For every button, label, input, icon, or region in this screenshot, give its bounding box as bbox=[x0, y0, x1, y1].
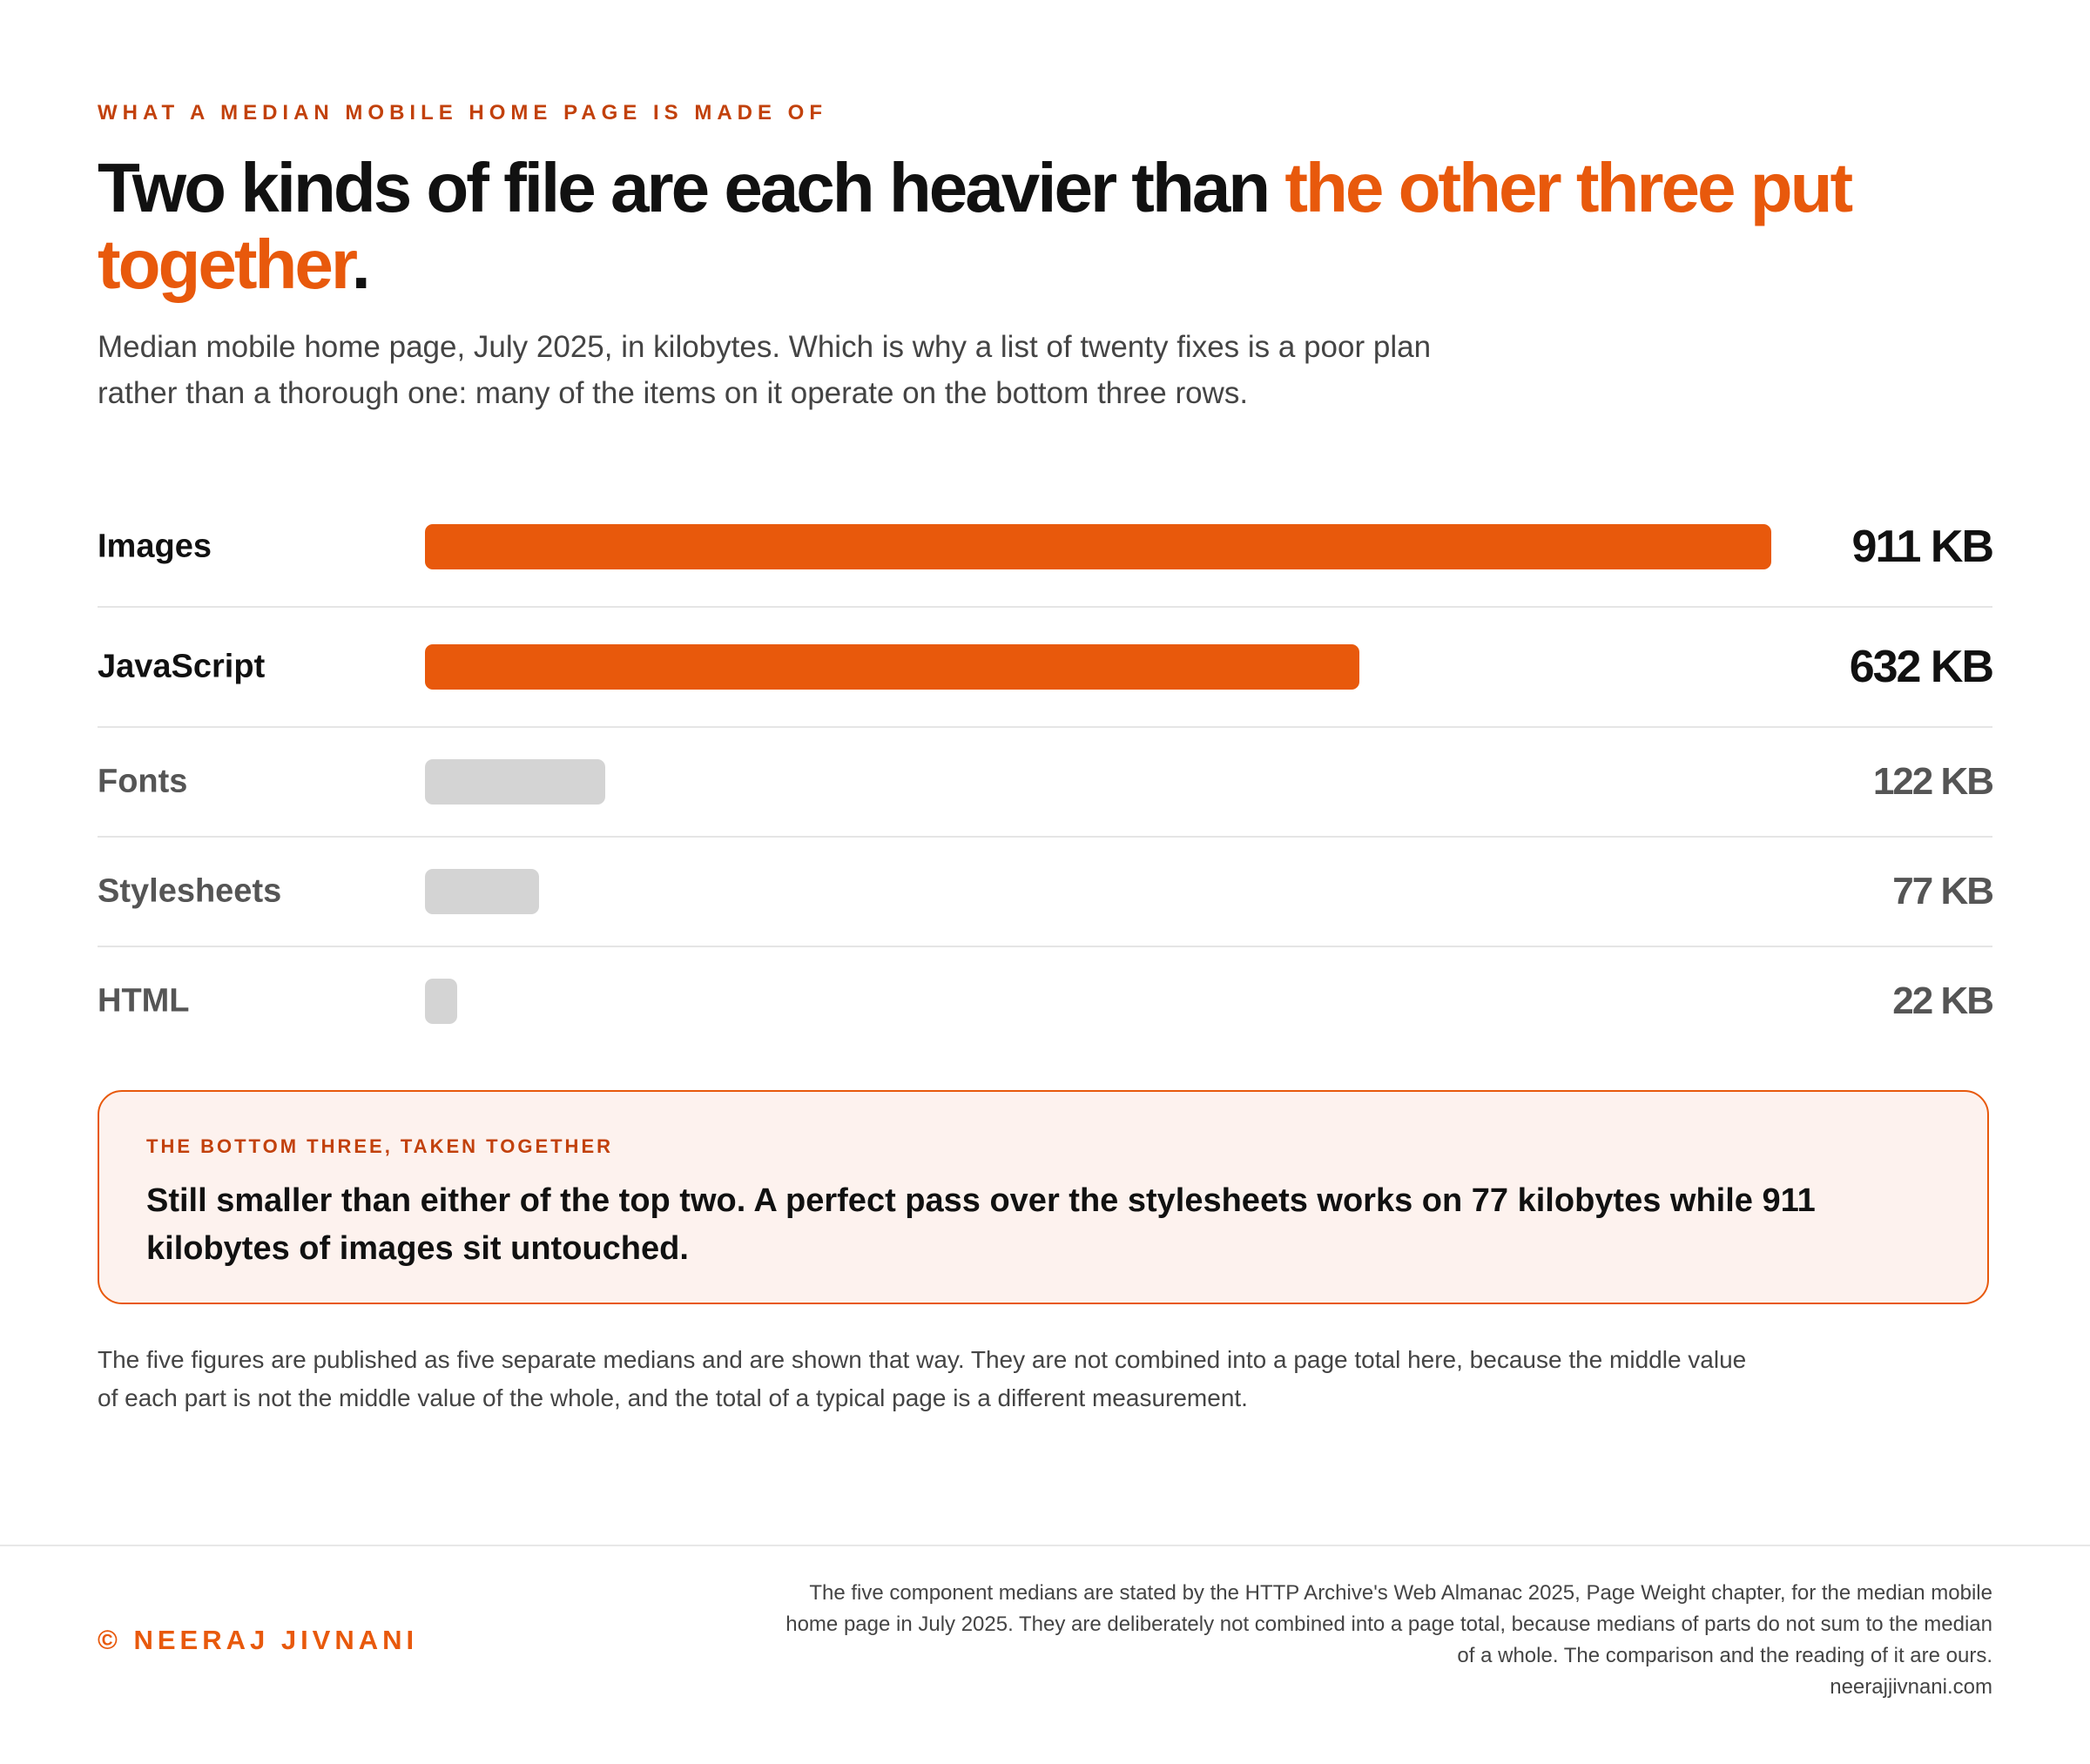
bar-html bbox=[425, 979, 458, 1024]
bar-label: Fonts bbox=[98, 763, 188, 800]
chart-row-fonts: Fonts 122 KB bbox=[98, 728, 1994, 838]
chart-row-stylesheets: Stylesheets 77 KB bbox=[98, 838, 1994, 947]
methodology-note: The five figures are published as five s… bbox=[98, 1346, 1747, 1411]
headline-accent: the other three put together bbox=[98, 149, 1853, 303]
bar-label: JavaScript bbox=[98, 648, 266, 685]
bar-fonts bbox=[425, 759, 606, 805]
credit: © NEERAJ JIVNANI bbox=[98, 1625, 419, 1655]
bar-javascript bbox=[425, 644, 1359, 690]
bar-value-label: 911 KB bbox=[1851, 522, 1994, 572]
subhead: Median mobile home page, July 2025, in k… bbox=[98, 330, 1432, 410]
callout-kicker: THE BOTTOM THREE, TAKEN TOGETHER bbox=[146, 1135, 614, 1157]
chart-row-images: Images 911 KB bbox=[98, 488, 1994, 608]
bar-value-label: 632 KB bbox=[1849, 642, 1994, 692]
bar-chart: Images 911 KB JavaScript 632 KB Fonts 122 KB S… bbox=[98, 488, 1994, 1055]
bar-value-label: 122 KB bbox=[1872, 760, 1994, 803]
bar-label: Images bbox=[98, 528, 212, 565]
callout-text: Still smaller than either of the top two… bbox=[146, 1182, 1816, 1267]
chart-row-javascript: JavaScript 632 KB bbox=[98, 608, 1994, 728]
bar-images bbox=[425, 524, 1771, 569]
source-note: The five component medians are stated by… bbox=[773, 1578, 1992, 1703]
headline-end: . bbox=[351, 226, 371, 303]
source-text: The five component medians are stated by… bbox=[785, 1581, 1992, 1667]
footer-divider bbox=[0, 1545, 2090, 1546]
headline: Two kinds of file are each heavier than … bbox=[98, 150, 1926, 303]
bar-label: HTML bbox=[98, 982, 190, 1020]
bar-value-label: 22 KB bbox=[1892, 980, 1994, 1022]
bar-label: Stylesheets bbox=[98, 872, 282, 910]
chart-row-html: HTML 22 KB bbox=[98, 947, 1994, 1055]
site-link[interactable]: neerajjivnani.com bbox=[1830, 1675, 1992, 1699]
bar-stylesheets bbox=[425, 869, 539, 914]
callout-box: THE BOTTOM THREE, TAKEN TOGETHER Still s… bbox=[98, 1090, 1989, 1304]
bar-value-label: 77 KB bbox=[1892, 870, 1994, 912]
headline-text: Two kinds of file are each heavier than bbox=[98, 149, 1285, 226]
kicker: WHAT A MEDIAN MOBILE HOME PAGE IS MADE O… bbox=[98, 101, 827, 125]
